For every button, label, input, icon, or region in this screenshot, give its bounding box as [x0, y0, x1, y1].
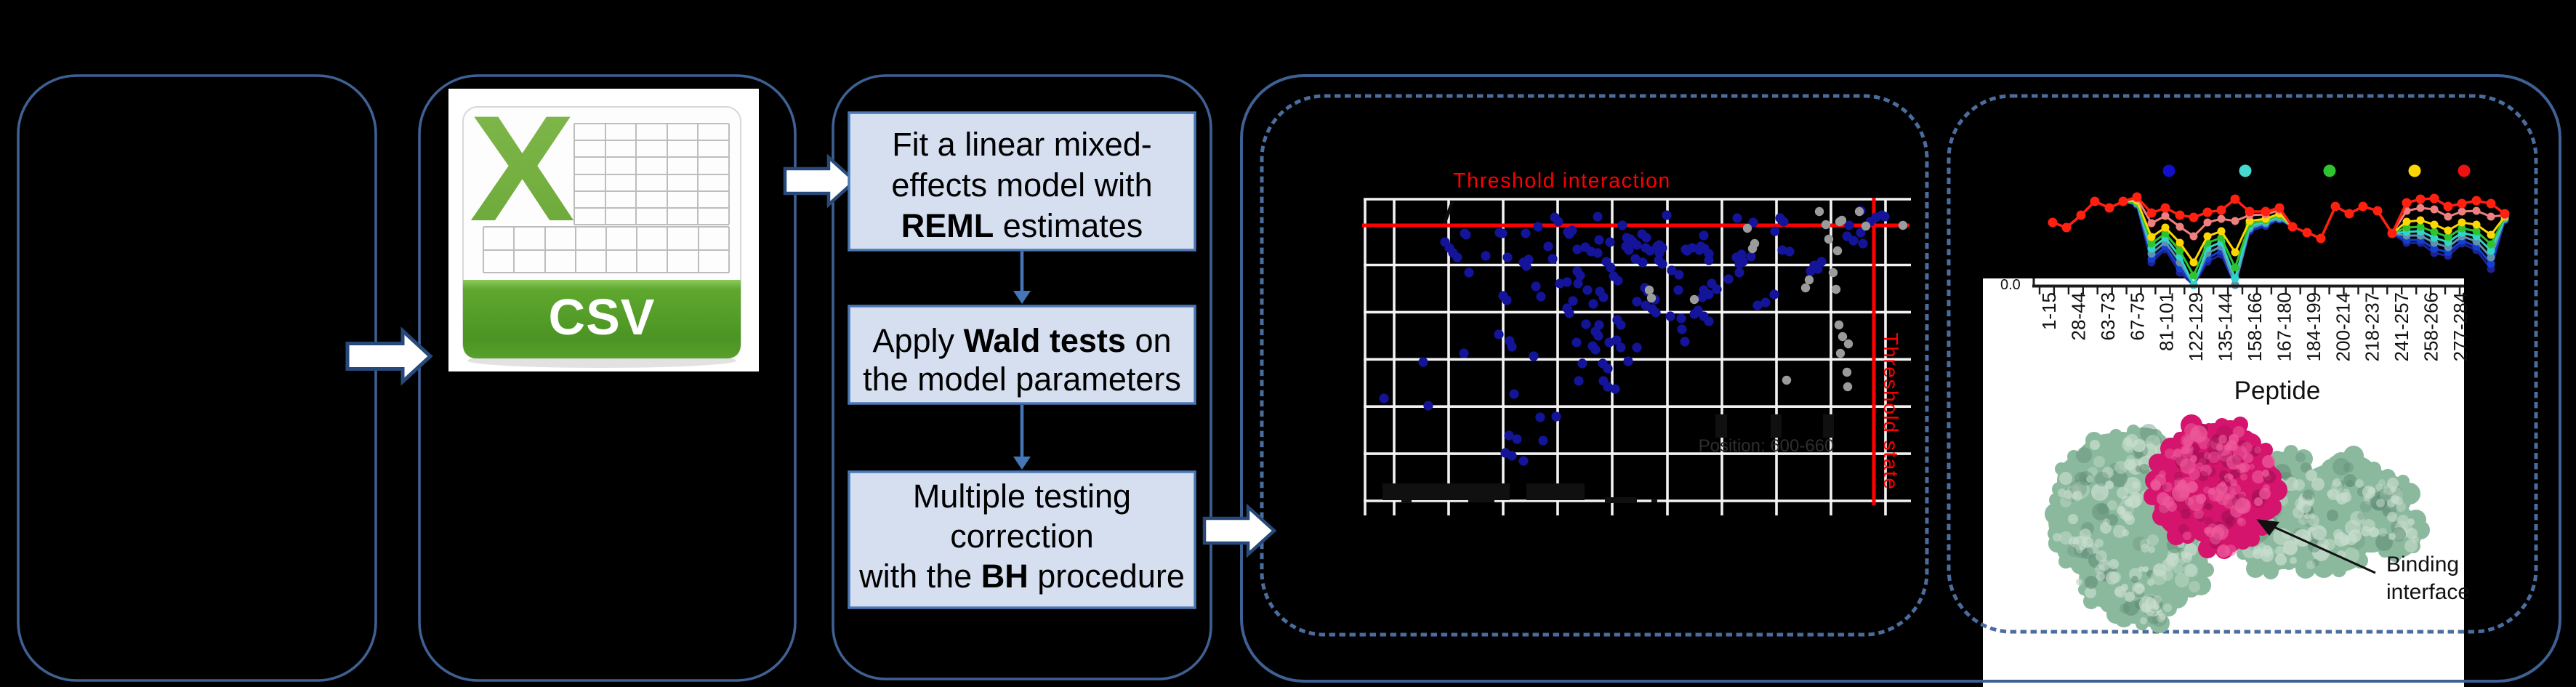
svg-text:81-101: 81-101 [2156, 292, 2178, 351]
svg-text:effects model with: effects model with [891, 166, 1152, 204]
svg-text:122-129: 122-129 [2185, 292, 2207, 361]
svg-text:Binding: Binding [2386, 553, 2459, 576]
svg-text:correction: correction [950, 518, 1094, 555]
svg-text:258-266: 258-266 [2420, 292, 2442, 361]
svg-text:Position: 600-660: Position: 600-660 [1699, 436, 1835, 456]
svg-text:Multiple testing: Multiple testing [913, 478, 1131, 515]
svg-text:28-44: 28-44 [2067, 292, 2089, 341]
svg-text:158-166: 158-166 [2244, 292, 2266, 361]
svg-text:135-144: 135-144 [2215, 292, 2237, 361]
svg-text:218-237: 218-237 [2362, 292, 2383, 361]
svg-text:interface: interface [2386, 580, 2470, 604]
svg-text:63-73: 63-73 [2097, 292, 2119, 341]
svg-text:Peptide: Peptide [2234, 377, 2321, 405]
svg-text:with the BH procedure: with the BH procedure [858, 558, 1185, 595]
svg-text:200-214: 200-214 [2332, 292, 2354, 361]
svg-text:277-284: 277-284 [2450, 292, 2471, 361]
svg-text:CSV: CSV [549, 289, 656, 345]
svg-text:184-199: 184-199 [2303, 292, 2325, 361]
svg-text:1-15: 1-15 [2038, 292, 2060, 330]
svg-text:Apply Wald tests on: Apply Wald tests on [872, 322, 1171, 359]
svg-text:REML estimates: REML estimates [901, 207, 1143, 244]
svg-text:167-180: 167-180 [2273, 292, 2295, 361]
svg-text:Threshold state: Threshold state [1880, 333, 1902, 491]
svg-text:X: X [470, 84, 575, 252]
svg-text:67-75: 67-75 [2126, 292, 2148, 341]
svg-text:0.0: 0.0 [2000, 277, 2021, 293]
svg-text:Threshold interaction: Threshold interaction [1453, 169, 1671, 193]
svg-text:the model parameters: the model parameters [863, 361, 1181, 398]
svg-text:Fit a linear mixed-: Fit a linear mixed- [892, 126, 1152, 163]
svg-text:241-257: 241-257 [2391, 292, 2412, 361]
